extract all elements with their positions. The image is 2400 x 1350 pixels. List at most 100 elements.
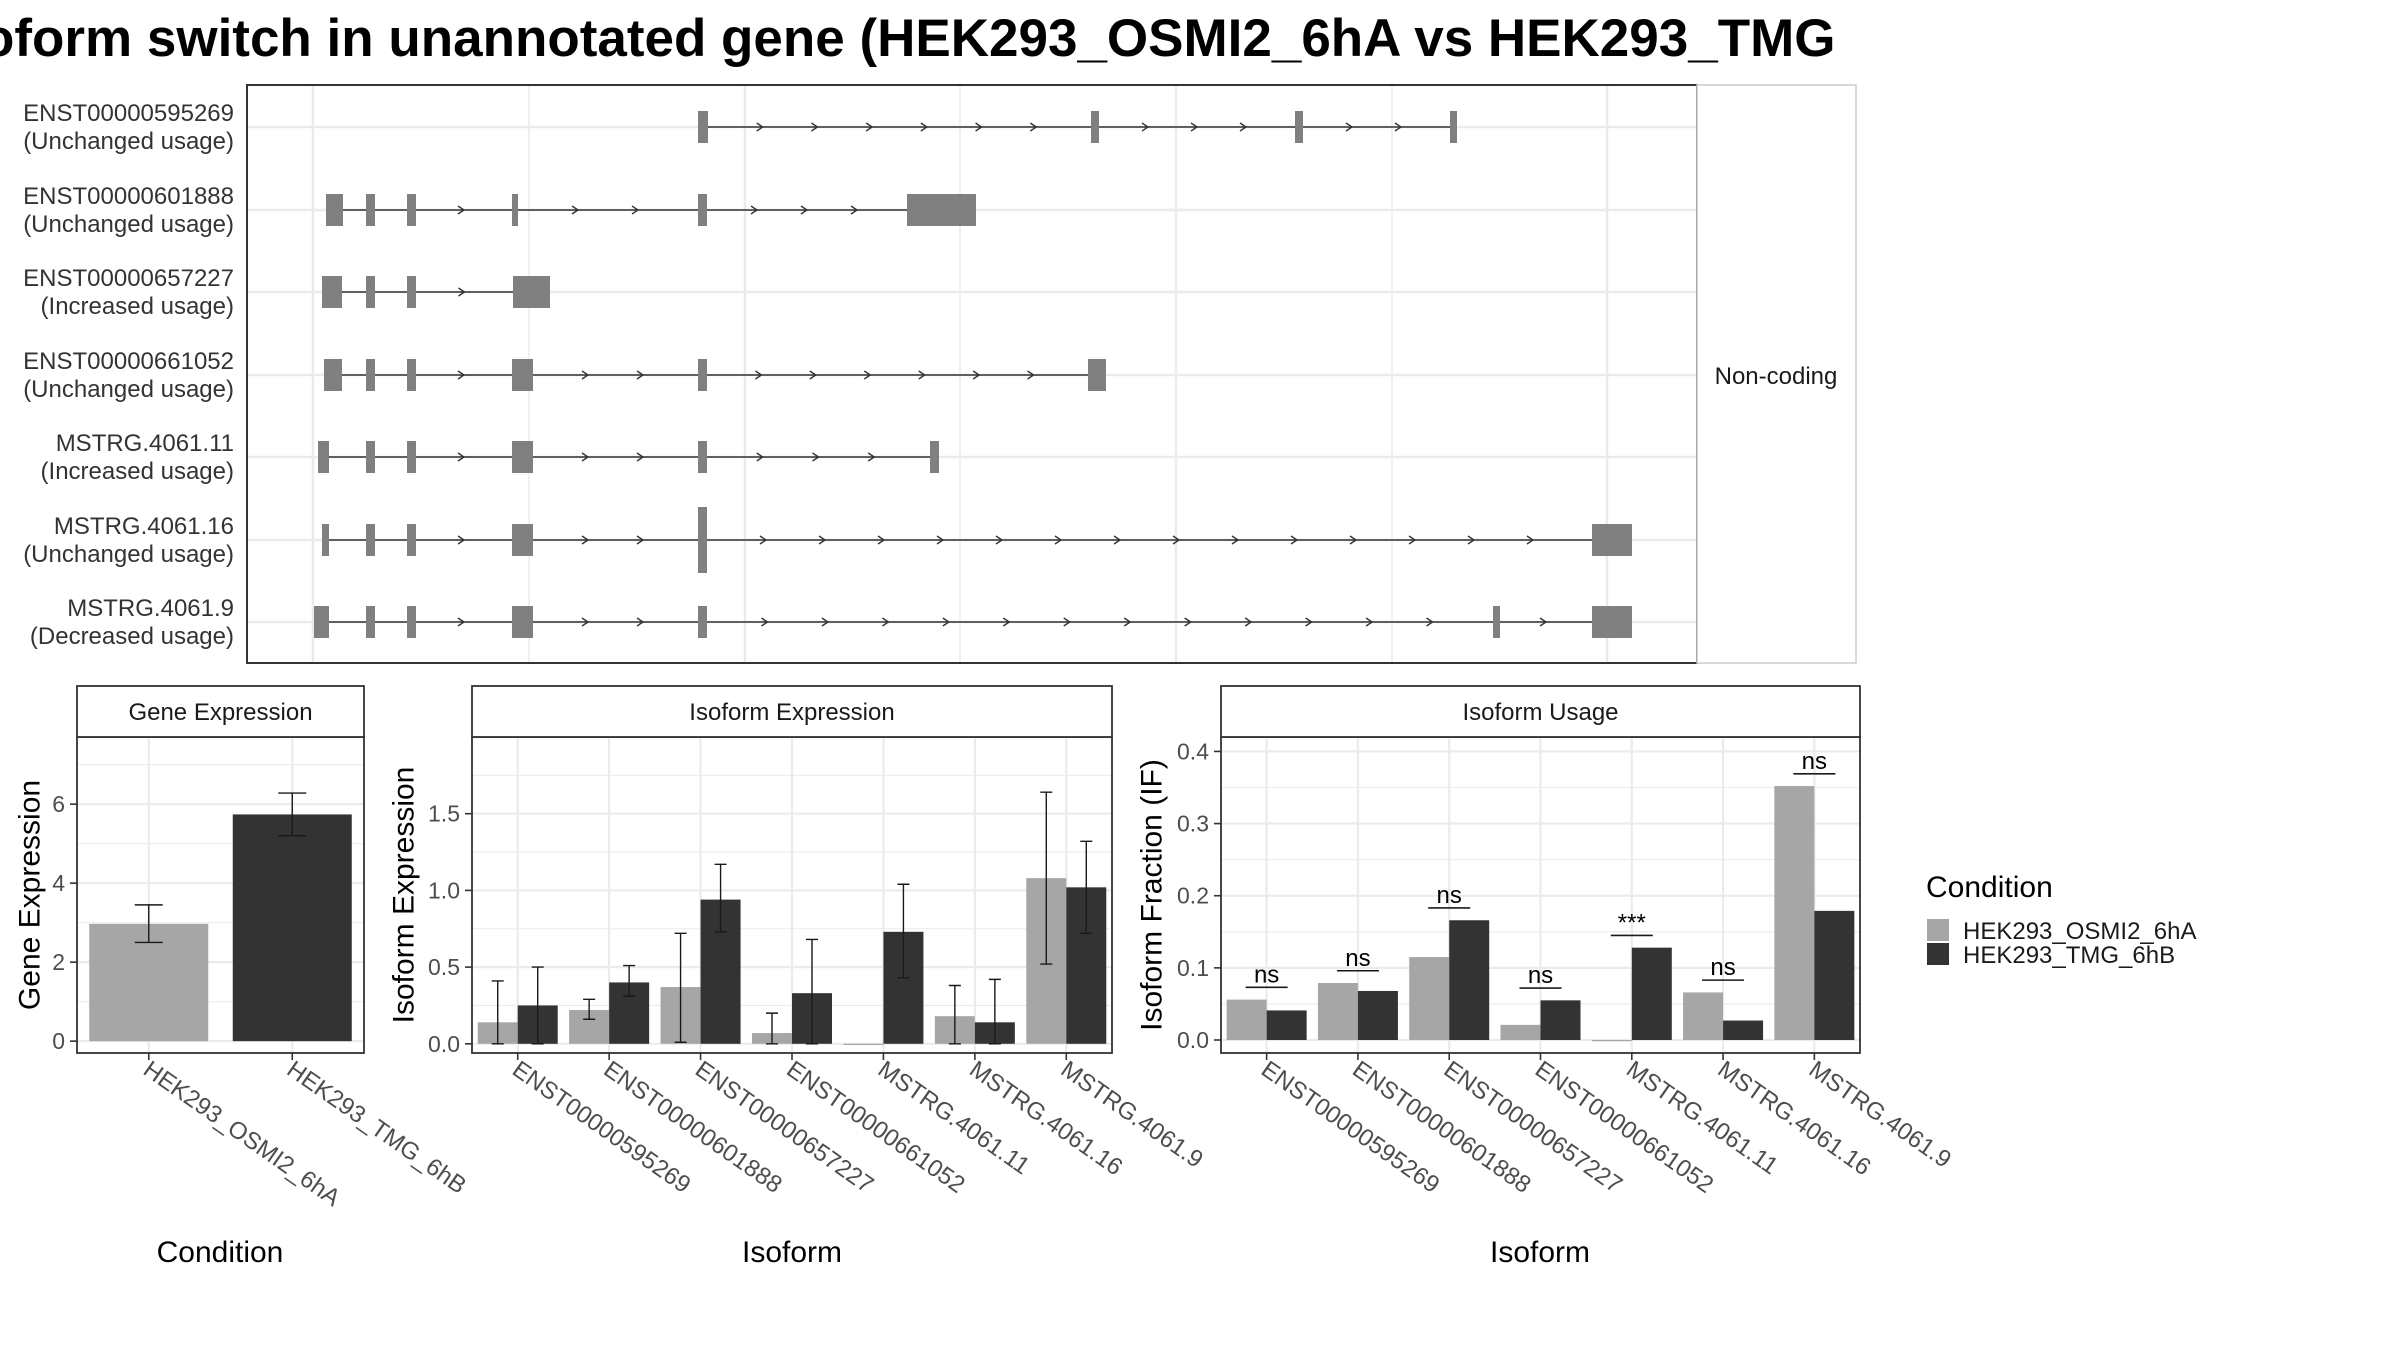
direction-arrow [1029,122,1038,132]
error-bar [1080,840,1093,935]
direction-arrow [972,370,981,380]
error-bar [674,932,687,1043]
direction-arrow [920,122,929,132]
transcript-id-label: ENST00000657227 [23,265,234,292]
exon-block [407,359,416,391]
structure-facet-strip [1696,84,1857,664]
error-bar [623,964,636,997]
exon-block [318,441,329,473]
x-tick-label: MSTRG.4061.11 [1621,1056,1783,1180]
transcript-track-mstrg-4061-9 [314,606,1632,638]
direction-arrow [881,617,890,627]
direction-arrow [1231,535,1240,545]
y-tick-label: 2 [52,949,65,975]
exon-block [1091,111,1099,143]
exon-block [366,359,375,391]
exon-block [314,606,329,638]
y-tick-label: 0.1 [1177,955,1209,981]
significance-label: ns [1345,945,1370,972]
direction-arrow [1290,535,1299,545]
panel-title: Gene Expression [128,699,312,726]
legend-title: Condition [1926,871,2053,904]
y-tick-label: 0.2 [1177,883,1209,909]
significance-label: ns [1437,882,1462,909]
direction-arrow [457,205,466,215]
transcript-usage-label: (Unchanged usage) [23,541,234,568]
exon-block [513,276,550,308]
direction-arrow [1349,535,1358,545]
legend-swatch-hek293-tmg-6hb [1927,943,1949,965]
direction-arrow [863,370,872,380]
direction-arrow [1467,535,1476,545]
bar-enst00000657227-hek293-tmg-6hb [1449,920,1490,1041]
direction-arrow [1027,370,1035,380]
direction-arrow [1345,122,1354,132]
transcript-track-enst00000661052 [324,359,1106,391]
y-tick-label: 0 [52,1028,65,1054]
exon-block [698,441,707,473]
direction-arrow [850,205,859,215]
isoform-expression-panel: Isoform Expression0.00.51.01.5ENST000005… [388,685,1208,1269]
direction-arrow [457,535,466,545]
exon-block [366,524,375,556]
direction-arrow [636,370,645,380]
direction-arrow [942,617,951,627]
direction-arrow [457,617,466,627]
direction-arrow [756,122,764,132]
legend-label-hek293-tmg-6hb: HEK293_TMG_6hB [1963,942,2175,969]
x-tick-label: MSTRG.4061.16 [964,1056,1127,1181]
exon-block [366,606,375,638]
transcript-usage-label: (Decreased usage) [30,623,234,650]
transcript-id-label: MSTRG.4061.11 [56,430,234,457]
direction-arrow [457,452,466,462]
y-tick-label: 0.0 [1177,1027,1209,1053]
error-bar [134,904,163,944]
panel-strip [1220,685,1861,738]
transcript-track-enst00000595269 [698,111,1457,143]
exon-block [698,111,708,143]
bar-mstrg-4061-11-hek293-osmi2-6ha [1591,1040,1632,1042]
direction-arrow [761,617,769,627]
error-bar [897,883,910,979]
direction-arrow [809,370,818,380]
direction-arrow [750,205,759,215]
bar-hek293-osmi2-6ha [89,923,209,1042]
structure-facet-label: Non-coding [1715,363,1838,390]
direction-arrow [571,205,580,215]
exon-block [407,606,416,638]
bar-mstrg-4061-11-hek293-osmi2-6ha [843,1043,884,1045]
direction-arrow [1244,617,1253,627]
error-bar [714,863,727,933]
direction-arrow [1408,535,1417,545]
direction-arrow [1239,122,1248,132]
error-bar [988,978,1001,1045]
exon-block [512,606,533,638]
x-axis-title: Isoform [1490,1236,1590,1269]
transcript-tracks [314,111,1632,638]
transcript-id-label: ENST00000661052 [23,348,234,375]
exon-block [322,524,329,556]
direction-arrow [1539,617,1548,627]
exon-block [366,276,375,308]
transcript-usage-label: (Unchanged usage) [23,211,234,238]
exon-block [1295,111,1303,143]
direction-arrow [581,452,590,462]
exon-block [907,194,976,226]
direction-arrow [581,370,590,380]
exon-block [698,194,707,226]
bar-hek293-tmg-6hb [232,814,352,1042]
isoform-usage-panel: ns ns ns ns *** ns ns Isoform Usage 0.0 0.1 0.2 0.3… [1136,685,1956,1269]
significance-label: ns [1710,954,1735,981]
bar-enst00000601888-hek293-tmg-6hb [1357,990,1398,1041]
exon-block [366,441,375,473]
bar-mstrg-4061-9-hek293-osmi2-6ha [1774,786,1815,1041]
exon-block [326,194,343,226]
direction-arrow [800,205,809,215]
direction-arrow [1172,535,1181,545]
exon-block [698,507,707,573]
bar-mstrg-4061-9-hek293-tmg-6hb [1814,910,1855,1041]
transcript-id-label: ENST00000601888 [23,183,234,210]
panel-strip [471,685,1113,738]
panel-title: Isoform Usage [1462,699,1618,726]
direction-arrow [1113,535,1122,545]
